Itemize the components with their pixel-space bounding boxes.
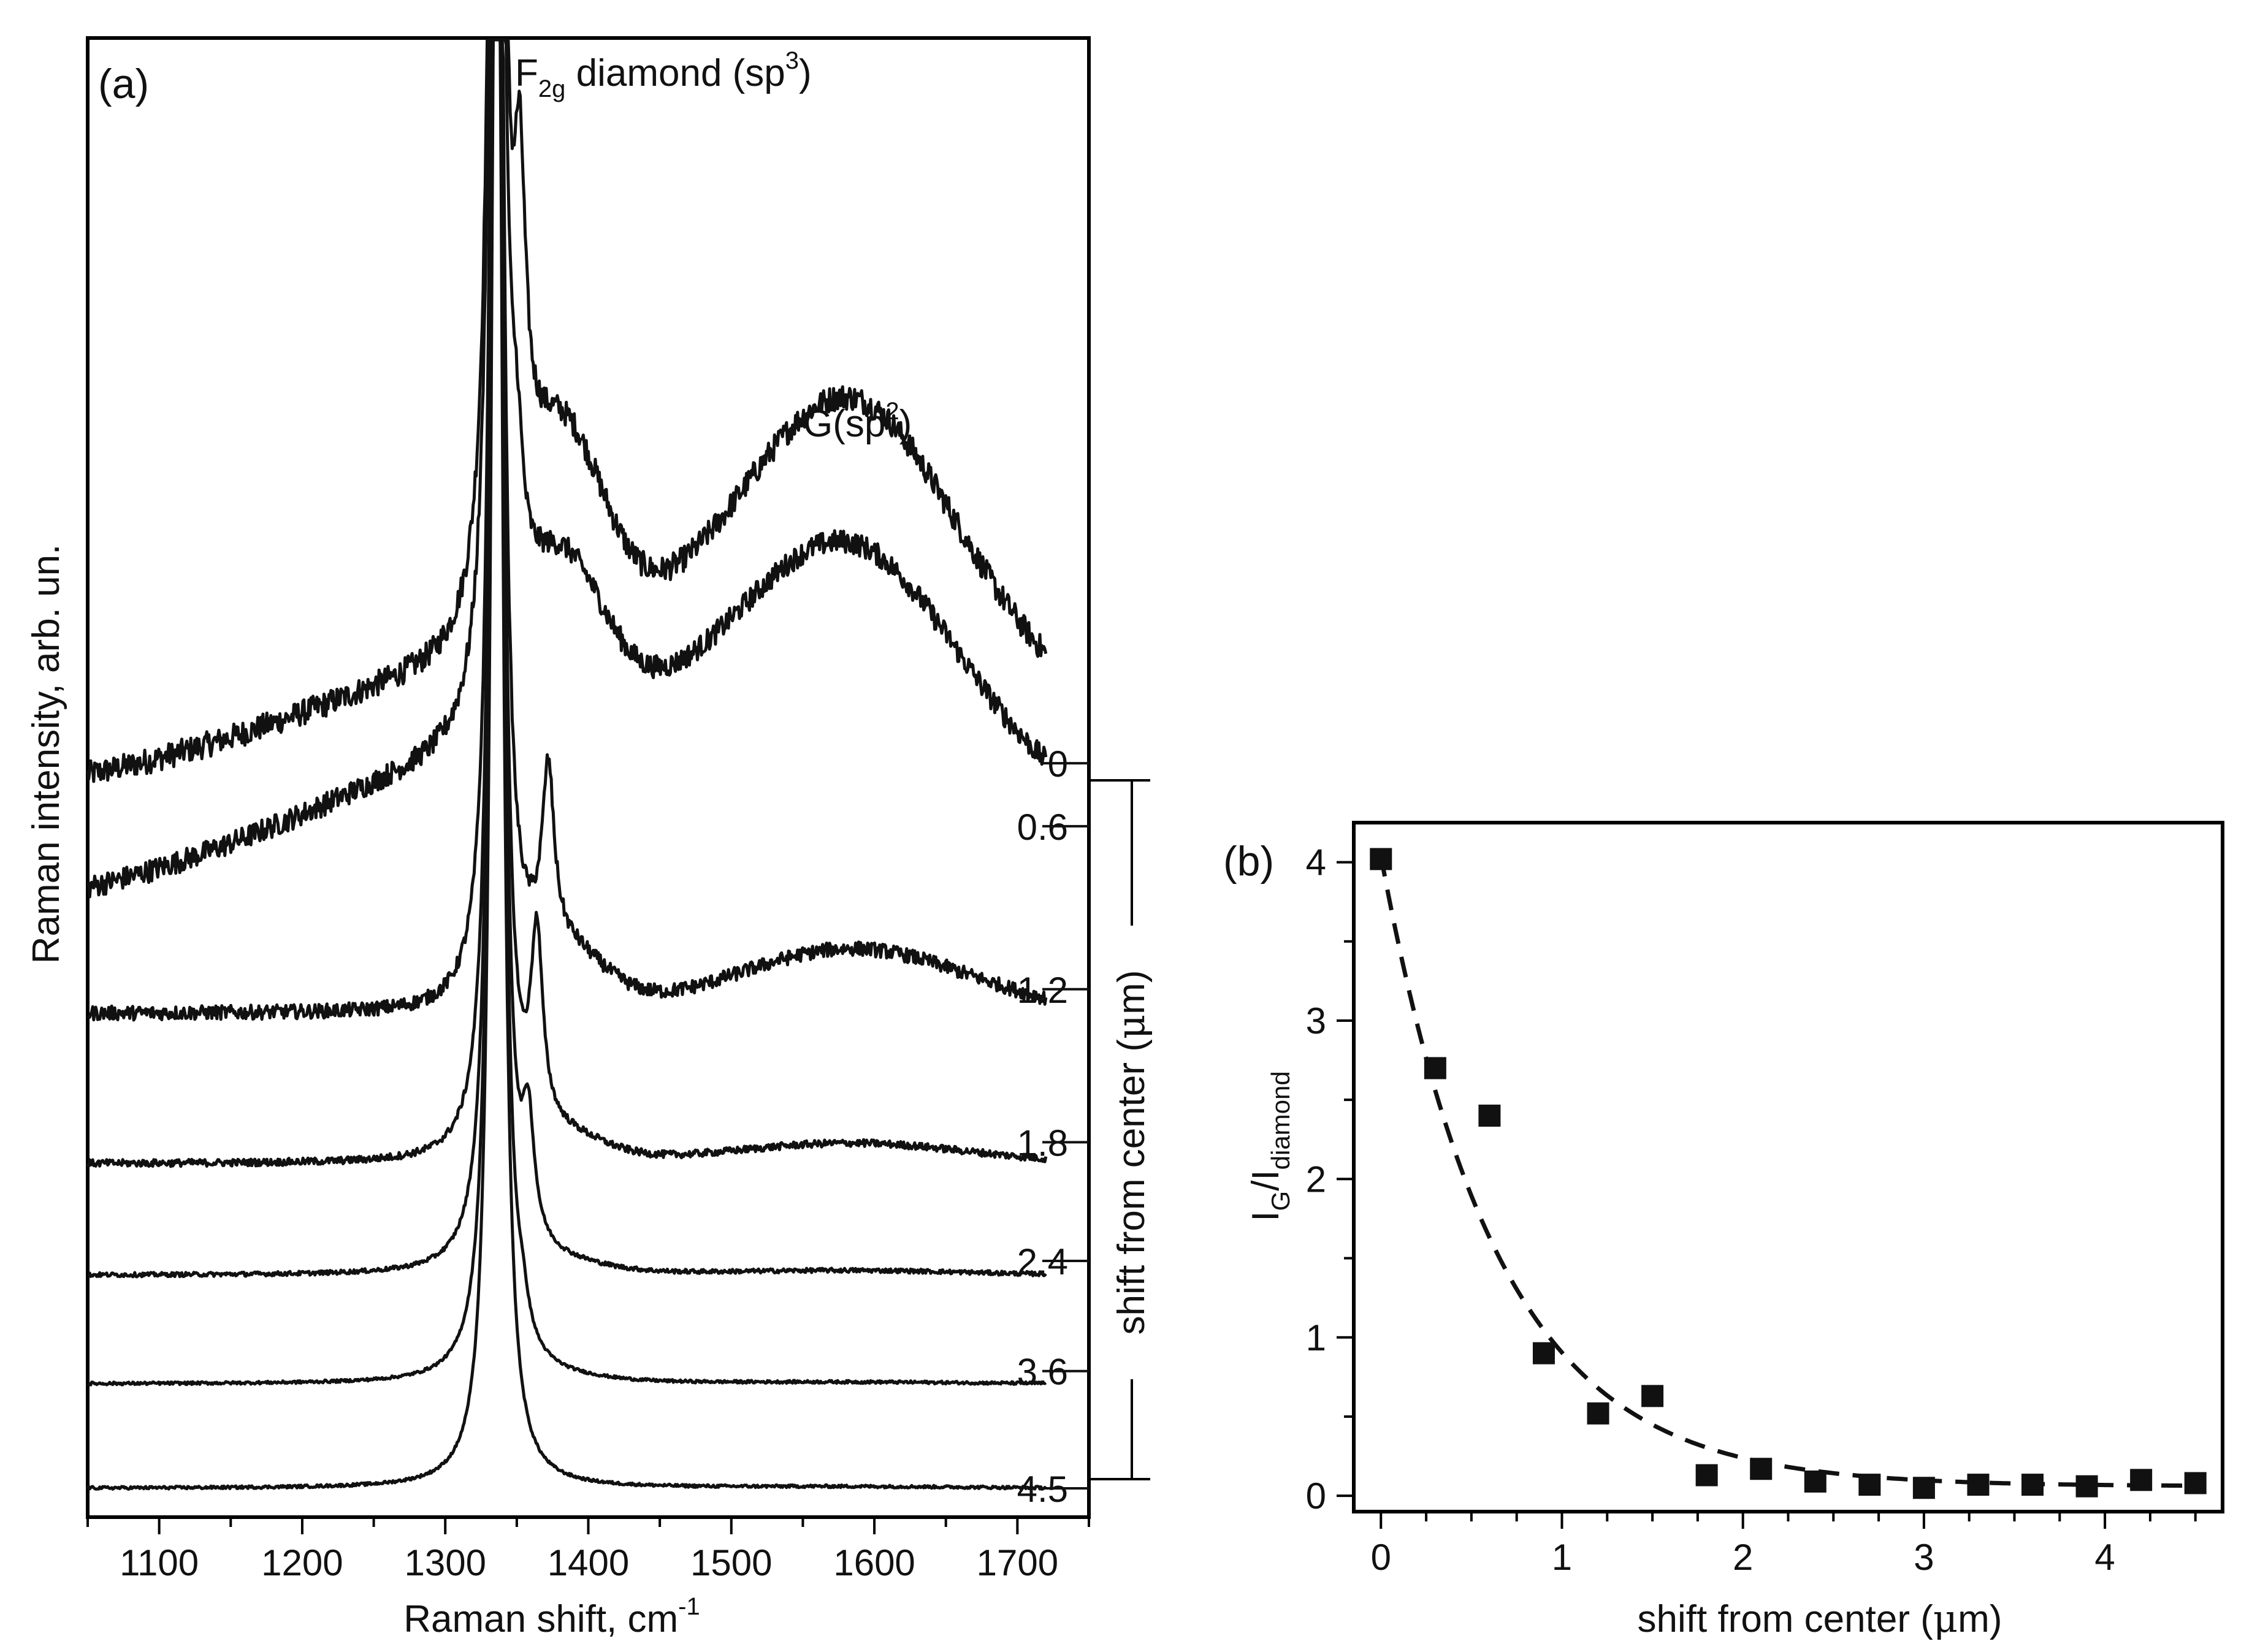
x-tick-label: 1500	[690, 1542, 772, 1583]
spectrum-label-1.2: 1.2	[1017, 970, 1068, 1011]
x-tick-label: 1200	[261, 1542, 343, 1583]
x-tick-label: 1400	[548, 1542, 629, 1583]
fit-curve	[1378, 855, 2196, 1488]
panel-a-x-axis-label: Raman shift, cm-1	[403, 1593, 700, 1640]
x-tick-label: 1600	[833, 1542, 915, 1583]
panel-a-raman-spectra: 0 0.6 1.2 1.8 2.4 3.6 4.5 1100 1200 1300 1400 1500…	[25, 36, 1153, 1640]
data-point	[1587, 1402, 1609, 1425]
data-point	[2021, 1474, 2044, 1496]
spectrum-3.6	[86, 38, 1047, 1387]
b-x-tick-label: 2	[1733, 1537, 1753, 1578]
b-y-tick-label: 4	[1306, 842, 1326, 883]
data-point	[2075, 1475, 2098, 1498]
spectrum-label-2.4: 2.4	[1017, 1241, 1068, 1282]
spectrum-label-1.8: 1.8	[1017, 1122, 1068, 1163]
spectrum-2.4	[87, 38, 1047, 1279]
x-tick-label: 1100	[120, 1542, 199, 1583]
spectrum-4.5	[86, 38, 1047, 1491]
diamond-peak-annotation: F2g diamond (sp3)	[515, 47, 812, 102]
g-peak-annotation: G(sp2)	[803, 398, 912, 445]
data-point	[2184, 1472, 2207, 1494]
panel-b-points	[1370, 848, 2207, 1499]
spectrum-label-3.6: 3.6	[1017, 1352, 1068, 1393]
spectrum-label-0.6: 0.6	[1017, 807, 1068, 848]
spectrum-1.8	[86, 38, 1048, 1168]
spectrum-1.2	[86, 38, 1048, 1022]
panel-a-x-ticks: 1100 1200 1300 1400 1500 1600 1700	[86, 1517, 1090, 1583]
data-point	[1858, 1474, 1881, 1496]
data-point	[1532, 1342, 1555, 1365]
data-point	[1967, 1474, 1990, 1496]
panel-a-series-group: 0 0.6 1.2 1.8 2.4 3.6 4.5	[86, 38, 1089, 1510]
data-point	[1750, 1458, 1773, 1480]
spectrum-0	[86, 38, 1048, 783]
x-tick-label: 1700	[977, 1542, 1058, 1583]
b-x-tick-label: 0	[1371, 1537, 1391, 1578]
panel-b-y-axis-label: IG/Idiamond	[1245, 1071, 1295, 1221]
x-tick-label: 1300	[404, 1542, 486, 1583]
data-point	[1695, 1464, 1718, 1486]
shift-bracket: shift from center (μm)	[1089, 779, 1153, 1480]
b-x-tick-label: 1	[1552, 1537, 1572, 1578]
spectrum-0.6	[86, 38, 1048, 899]
data-point	[1641, 1385, 1664, 1407]
b-y-tick-label: 3	[1306, 1000, 1326, 1041]
spectrum-label-0: 0	[1048, 744, 1068, 785]
b-y-tick-label: 2	[1306, 1159, 1326, 1200]
panel-a-y-axis-label: Raman intensity, arb. un.	[25, 544, 67, 964]
bracket-label: shift from center (μm)	[1109, 970, 1153, 1335]
data-point	[1370, 848, 1392, 870]
panel-a-label: (a)	[98, 61, 149, 107]
panel-b-label: (b)	[1223, 838, 1274, 885]
data-point	[1912, 1477, 1935, 1499]
panel-a-frame	[86, 36, 1091, 1519]
data-point	[2130, 1469, 2153, 1491]
data-point	[1804, 1470, 1826, 1493]
b-y-tick-label: 1	[1306, 1317, 1326, 1358]
panel-b-x-axis-label: shift from center (μm)	[1638, 1596, 2002, 1641]
b-x-tick-label: 4	[2094, 1537, 2115, 1578]
b-y-tick-label: 0	[1306, 1475, 1326, 1517]
panel-b-frame	[1352, 821, 2224, 1513]
data-point	[1424, 1057, 1446, 1079]
panel-b-fit-curve-group	[1378, 855, 2196, 1488]
panel-b-ticks: 0 1 2 3 4 0 1 2 3 4	[1306, 842, 2197, 1578]
data-point	[1478, 1105, 1501, 1127]
spectrum-label-4.5: 4.5	[1017, 1469, 1068, 1510]
panel-b-ratio-plot: 0 1 2 3 4 0 1 2 3 4 (b) shift from center (μm) IG…	[1223, 821, 2224, 1641]
b-x-tick-label: 3	[1914, 1537, 1934, 1578]
